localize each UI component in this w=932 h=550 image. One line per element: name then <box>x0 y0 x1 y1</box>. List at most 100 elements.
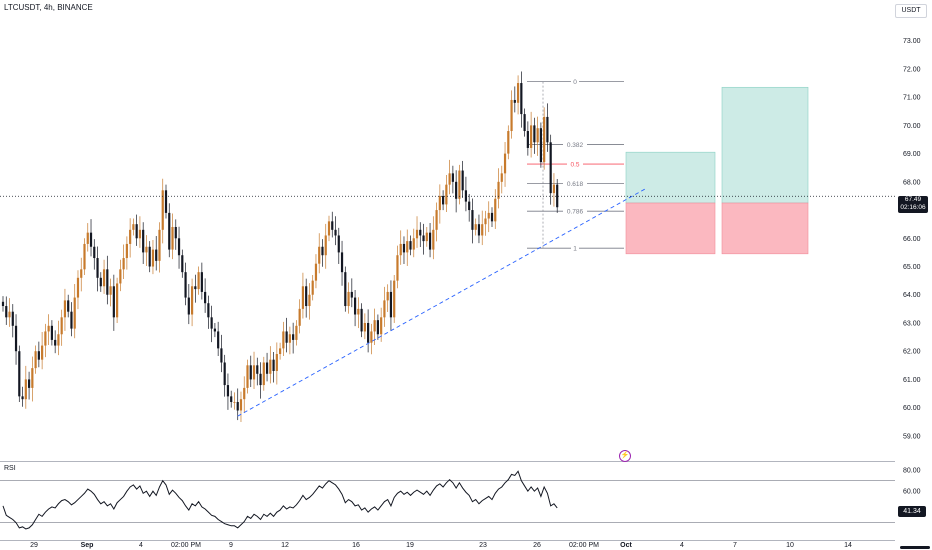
candle-body <box>239 399 243 411</box>
candle-body <box>386 291 389 301</box>
time-tick-label: 12 <box>281 542 289 549</box>
candle-body <box>259 373 262 386</box>
candle-body <box>406 241 409 253</box>
candle-body <box>353 297 357 315</box>
price-tick-label: 73.00 <box>903 38 921 45</box>
candle-body <box>549 142 552 194</box>
candle-body <box>279 348 282 355</box>
candle-body <box>367 322 370 343</box>
price-tick-label: 61.00 <box>903 377 921 384</box>
candle-body <box>223 362 226 386</box>
candle-body <box>187 297 190 315</box>
candlestick-series <box>1 71 559 423</box>
time-tick-label: 29 <box>30 542 38 549</box>
price-axis: 74.0073.0072.0071.0070.0069.0068.0067.00… <box>903 10 921 440</box>
candle-body <box>337 235 340 253</box>
candle-body <box>246 365 249 388</box>
time-tick-label: 7 <box>733 542 737 549</box>
candle-body <box>151 249 155 267</box>
fib-label-bg <box>567 160 583 169</box>
candle-body <box>344 272 347 307</box>
time-tick-label: 4 <box>139 542 143 549</box>
candle-body <box>468 201 471 211</box>
candle-body <box>432 229 435 250</box>
candle-body <box>347 291 350 307</box>
scroll-handle[interactable] <box>900 546 930 549</box>
candle-body <box>510 99 513 132</box>
candle-body <box>102 269 106 287</box>
candle-body <box>484 218 487 225</box>
candle-body <box>507 131 510 154</box>
fib-label-bg <box>563 179 587 188</box>
candle-body <box>256 365 259 374</box>
price-tick-label: 63.00 <box>903 320 921 327</box>
candle-body <box>24 379 27 400</box>
candle-body <box>448 173 451 185</box>
candle-body <box>334 229 337 236</box>
current-price-label: 67.49 <box>904 196 922 203</box>
candle-body <box>204 291 207 304</box>
candle-body <box>89 232 93 247</box>
candle-body <box>490 212 494 222</box>
symbol-title: LTCUSDT, 4h, BINANCE <box>4 3 93 12</box>
candle-body <box>311 280 314 295</box>
price-tick-label: 59.00 <box>903 433 921 440</box>
candle-body <box>288 334 291 343</box>
candle-body <box>252 365 256 380</box>
candle-body <box>155 249 158 261</box>
candle-body <box>552 184 556 194</box>
candle-body <box>301 286 305 309</box>
candle-body <box>497 181 500 199</box>
candle-body <box>18 351 21 397</box>
candle-body <box>174 227 177 239</box>
candle-body <box>96 258 99 278</box>
candle-body <box>171 227 174 250</box>
candle-body <box>83 243 86 270</box>
candle-body <box>318 246 321 264</box>
candle-body <box>21 396 24 400</box>
candle-body <box>494 198 497 222</box>
candle-body <box>285 331 288 343</box>
candle-body <box>513 99 516 103</box>
candle-body <box>412 238 415 250</box>
candle-body <box>500 173 503 182</box>
time-tick-label: 16 <box>352 542 360 549</box>
position-zones <box>625 86 809 255</box>
price-tick-label: 64.00 <box>903 292 921 299</box>
candle-body <box>194 286 197 290</box>
candle-body <box>298 308 301 326</box>
fib-label-bg <box>571 77 579 86</box>
time-tick-label: 19 <box>406 542 414 549</box>
candle-body <box>70 311 73 329</box>
candle-body <box>324 235 327 256</box>
candle-body <box>217 331 220 349</box>
indicator-name[interactable]: RSI <box>4 465 16 472</box>
currency-label[interactable]: USDT <box>895 4 927 18</box>
price-tick-label: 68.00 <box>903 179 921 186</box>
candle-body <box>327 221 331 236</box>
candle-body <box>86 232 89 244</box>
time-tick-label: 02:00 PM <box>569 542 599 549</box>
candle-body <box>142 229 145 253</box>
fib-level-label: 0.382 <box>567 142 584 149</box>
candle-body <box>556 184 559 208</box>
long-position-2-profit-zone <box>721 86 809 204</box>
candle-body <box>526 131 529 148</box>
price-tick-label: 66.00 <box>903 236 921 243</box>
candle-body <box>360 308 363 332</box>
rsi-value-tag: 41.34 <box>898 506 926 517</box>
fib-level-label: 0.618 <box>567 181 584 188</box>
candle-body <box>177 238 181 256</box>
candle-body <box>76 277 80 298</box>
candle-body <box>409 241 412 250</box>
candle-body <box>207 303 210 318</box>
candle-body <box>129 229 132 244</box>
fib-level-label: 0.5 <box>570 162 579 169</box>
candle-body <box>357 308 360 315</box>
current-price-tag: 67.49 02:16:06 <box>898 196 928 213</box>
candle-body <box>27 379 31 388</box>
candle-body <box>116 283 119 318</box>
candle-body <box>210 317 213 329</box>
lightning-icon[interactable]: ⚡ <box>619 450 631 462</box>
